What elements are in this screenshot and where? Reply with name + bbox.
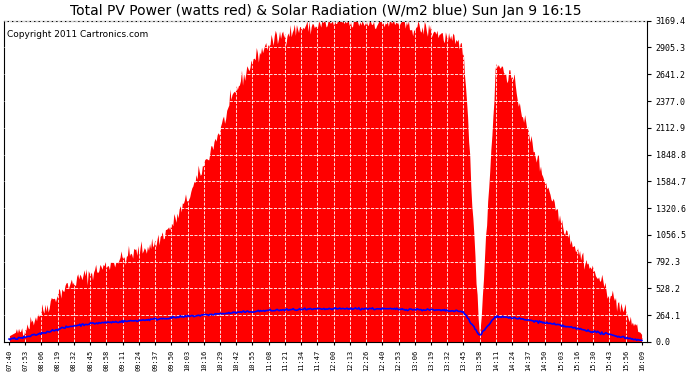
Title: Total PV Power (watts red) & Solar Radiation (W/m2 blue) Sun Jan 9 16:15: Total PV Power (watts red) & Solar Radia… <box>70 4 581 18</box>
Text: Copyright 2011 Cartronics.com: Copyright 2011 Cartronics.com <box>8 30 148 39</box>
